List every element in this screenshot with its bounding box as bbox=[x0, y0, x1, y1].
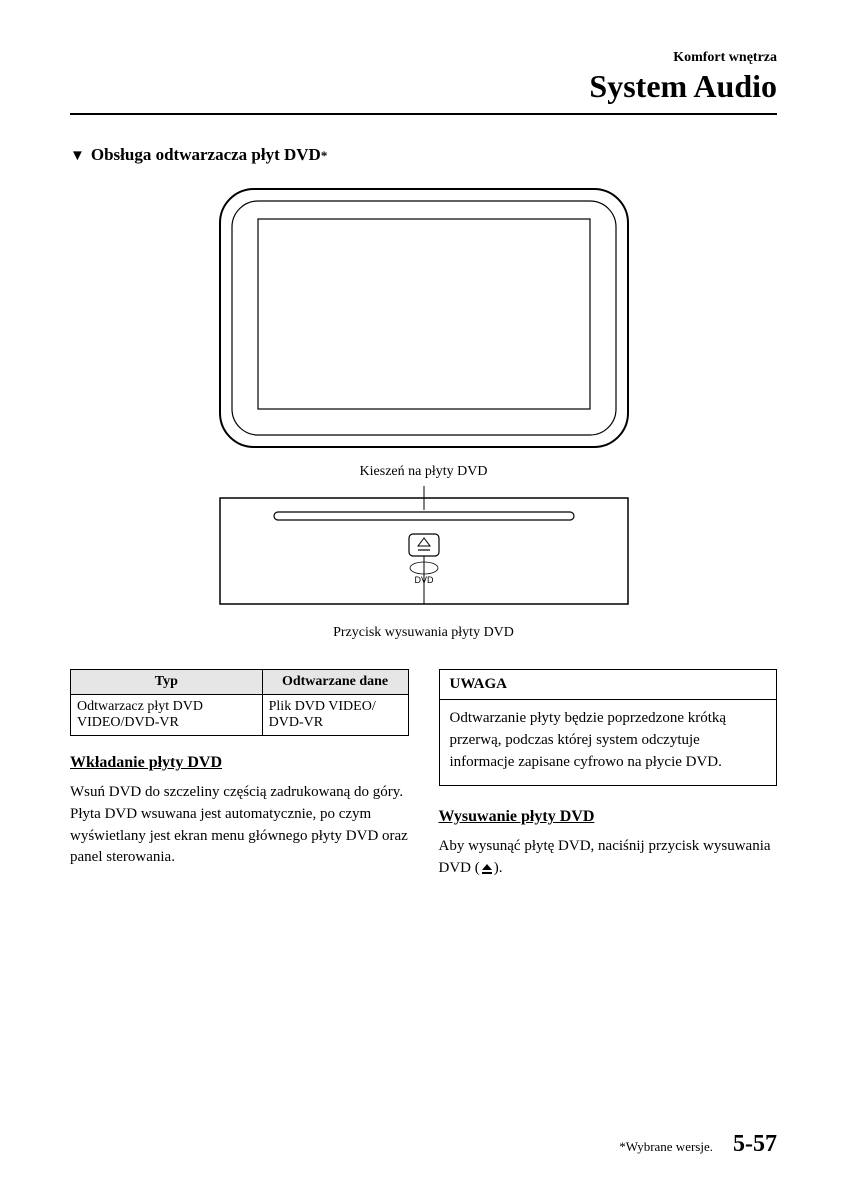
header-title: System Audio bbox=[70, 68, 777, 105]
section-heading: ▼ Obsługa odtwarzacza płyt DVD * bbox=[70, 145, 777, 165]
heading-asterisk: * bbox=[321, 148, 328, 164]
triangle-icon: ▼ bbox=[70, 148, 85, 165]
right-column: UWAGA Odtwarzanie płyty będzie poprzedzo… bbox=[439, 669, 778, 898]
table-header-typ: Typ bbox=[71, 670, 263, 695]
eject-body: Aby wysunąć płytę DVD, naciśnij przycisk… bbox=[439, 836, 778, 880]
eject-icon bbox=[480, 863, 494, 875]
eject-button-label: Przycisk wysuwania płyty DVD bbox=[70, 625, 777, 641]
left-column: Typ Odtwarzane dane Odtwarzacz płyt DVD … bbox=[70, 669, 409, 898]
eject-heading: Wysuwanie płyty DVD bbox=[439, 808, 778, 826]
footnote: *Wybrane wersje. bbox=[619, 1139, 713, 1155]
eject-body-after: ). bbox=[494, 860, 503, 876]
note-title: UWAGA bbox=[440, 670, 777, 700]
table-row: Odtwarzacz płyt DVD VIDEO/DVD-VR Plik DV… bbox=[71, 695, 409, 736]
section-heading-text: Obsługa odtwarzacza płyt DVD bbox=[91, 145, 321, 165]
slot-label: Kieszeń na płyty DVD bbox=[70, 464, 777, 480]
page-footer: *Wybrane wersje. 5-57 bbox=[70, 1131, 777, 1158]
dvd-slot-illustration: DVD bbox=[214, 486, 634, 614]
page-number: 5-57 bbox=[733, 1131, 777, 1158]
note-box: UWAGA Odtwarzanie płyty będzie poprzedzo… bbox=[439, 669, 778, 786]
insert-heading: Wkładanie płyty DVD bbox=[70, 754, 409, 772]
insert-body: Wsuń DVD do szczeliny częścią zadrukowan… bbox=[70, 782, 409, 869]
table-cell: Plik DVD VIDEO/ DVD-VR bbox=[262, 695, 408, 736]
table-header-data: Odtwarzane dane bbox=[262, 670, 408, 695]
dvd-diagram: Kieszeń na płyty DVD DVD Przycisk wysuwa… bbox=[70, 183, 777, 641]
header-divider bbox=[70, 113, 777, 115]
type-table: Typ Odtwarzane dane Odtwarzacz płyt DVD … bbox=[70, 669, 409, 736]
note-body: Odtwarzanie płyty będzie poprzedzone kró… bbox=[440, 700, 777, 785]
header-subtitle: Komfort wnętrza bbox=[70, 50, 777, 66]
screen-illustration bbox=[214, 183, 634, 453]
table-cell: Odtwarzacz płyt DVD VIDEO/DVD-VR bbox=[71, 695, 263, 736]
